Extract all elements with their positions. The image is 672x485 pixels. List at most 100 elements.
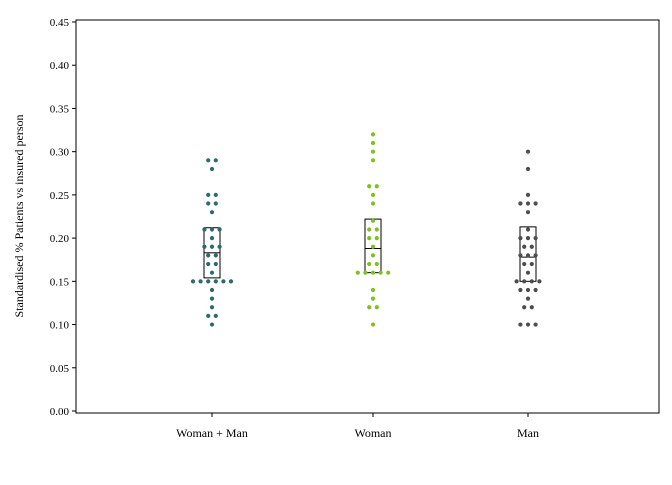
data-point	[529, 261, 534, 267]
data-point	[525, 210, 531, 215]
data-point	[206, 313, 211, 319]
data-point	[217, 244, 222, 249]
data-point	[518, 201, 523, 206]
data-point	[209, 236, 215, 241]
y-tick-label: 0.05	[50, 363, 70, 375]
data-point	[370, 192, 376, 197]
data-point	[518, 236, 523, 241]
data-point	[206, 158, 211, 163]
data-point	[529, 279, 534, 284]
data-point	[374, 236, 379, 241]
y-axis: 0.00 0.05 0.10 0.15 0.20 0.25 0.30 0.35 0.40 0.45	[50, 17, 76, 418]
data-point	[209, 287, 215, 293]
data-point	[525, 227, 531, 232]
data-point	[518, 253, 523, 258]
data-point	[374, 261, 379, 267]
data-point	[213, 253, 218, 258]
data-point	[355, 270, 360, 275]
data-point	[209, 322, 215, 327]
data-point	[525, 322, 531, 327]
data-point	[209, 305, 215, 310]
data-point	[367, 227, 372, 232]
data-point	[206, 201, 211, 206]
y-tick-label: 0.20	[50, 233, 70, 245]
data-point	[370, 201, 376, 206]
data-point	[529, 244, 534, 249]
data-point	[533, 201, 538, 206]
data-point	[209, 210, 215, 215]
data-point	[537, 279, 542, 284]
data-point	[374, 305, 379, 310]
data-point	[533, 287, 538, 293]
data-point	[367, 184, 372, 189]
data-point	[198, 279, 203, 284]
data-point	[525, 166, 531, 172]
data-point	[374, 184, 379, 189]
y-tick-label: 0.30	[50, 147, 70, 159]
series-group	[355, 132, 391, 327]
data-point	[525, 149, 531, 154]
y-tick-label: 0.25	[50, 190, 70, 202]
data-point	[370, 244, 376, 249]
y-tick-label: 0.10	[50, 320, 70, 332]
series-group	[190, 158, 234, 327]
data-point	[213, 192, 218, 197]
x-category-label: Woman + Man	[176, 426, 248, 440]
data-point	[228, 279, 234, 284]
data-point	[374, 227, 379, 232]
data-point	[206, 192, 211, 197]
data-point	[525, 192, 531, 197]
data-point	[370, 218, 376, 223]
x-category-label: Woman	[354, 426, 391, 440]
data-point	[202, 227, 207, 232]
data-point	[370, 296, 376, 301]
data-point	[209, 270, 215, 275]
data-point	[522, 261, 527, 267]
data-point	[206, 261, 211, 267]
data-point	[213, 158, 218, 163]
data-point	[370, 158, 376, 163]
plot-frame	[75, 19, 660, 414]
data-point	[533, 236, 538, 241]
data-point	[378, 270, 383, 275]
data-point	[209, 227, 215, 232]
y-tick-label: 0.15	[50, 276, 70, 288]
data-point	[367, 236, 372, 241]
data-point	[367, 261, 372, 267]
data-point	[370, 149, 376, 154]
data-point	[190, 279, 196, 284]
series-group	[514, 149, 542, 327]
data-point	[213, 261, 218, 267]
data-point	[525, 270, 531, 275]
data-point	[525, 253, 531, 258]
data-point	[529, 305, 534, 310]
data-point	[206, 279, 211, 284]
data-point	[386, 270, 391, 275]
data-point	[370, 287, 376, 293]
data-point	[363, 270, 368, 275]
data-point	[525, 236, 531, 241]
data-point	[209, 166, 215, 172]
data-point	[514, 279, 519, 284]
data-point	[533, 253, 538, 258]
data-point	[217, 227, 222, 232]
data-point	[213, 313, 218, 319]
x-category-label: Man	[517, 426, 539, 440]
y-tick-label: 0.45	[50, 17, 70, 29]
data-point	[525, 296, 531, 301]
data-point	[370, 322, 376, 327]
data-point	[525, 287, 531, 293]
data-point	[370, 270, 376, 275]
series-layer	[190, 132, 542, 327]
y-tick-label: 0.00	[50, 406, 70, 418]
data-point	[525, 201, 531, 206]
data-point	[522, 279, 527, 284]
y-tick-label: 0.35	[50, 103, 70, 115]
data-point	[213, 201, 218, 206]
y-tick-label: 0.40	[50, 60, 70, 72]
data-point	[518, 287, 523, 293]
data-point	[213, 279, 218, 284]
data-point	[370, 140, 376, 146]
